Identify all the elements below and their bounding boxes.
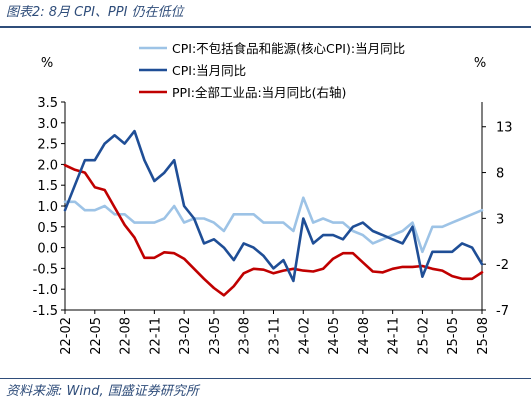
x-tick-label: 23-05 bbox=[208, 317, 223, 355]
series-line-3 bbox=[63, 163, 484, 297]
x-tick-label: 22-05 bbox=[89, 317, 104, 355]
right-tick-label: -7 bbox=[496, 304, 509, 319]
x-tick-label: 23-08 bbox=[238, 317, 253, 355]
left-tick-label: 2.5 bbox=[37, 138, 58, 153]
x-tick-label: 24-05 bbox=[327, 317, 342, 355]
x-tick-label: 22-11 bbox=[148, 317, 163, 355]
left-tick-label: -1.0 bbox=[33, 283, 58, 298]
left-tick-label: 3.0 bbox=[37, 117, 58, 132]
right-tick-label: 3 bbox=[496, 212, 504, 227]
x-tick-label: 25-05 bbox=[446, 317, 461, 355]
legend-label-3: PPI:全部工业品:当月同比(右轴) bbox=[172, 85, 346, 100]
left-tick-label: -1.5 bbox=[33, 304, 58, 319]
source-note: 资料来源: Wind, 国盛证券研究所 bbox=[6, 384, 199, 399]
left-tick-label: 1.0 bbox=[37, 200, 58, 215]
legend-label-2: CPI:当月同比 bbox=[172, 63, 246, 78]
right-tick-label: -2 bbox=[496, 258, 509, 273]
bottom-rule bbox=[0, 378, 531, 379]
x-tick-label: 25-08 bbox=[476, 317, 491, 355]
x-tick-label: 24-08 bbox=[357, 317, 372, 355]
series-line-1 bbox=[63, 196, 484, 254]
x-tick-label: 23-11 bbox=[268, 317, 283, 355]
left-tick-label: 0.5 bbox=[37, 221, 58, 236]
legend-label-1: CPI:不包括食品和能源(核心CPI):当月同比 bbox=[172, 41, 405, 56]
left-axis-unit: % bbox=[41, 56, 53, 71]
x-tick-label: 22-08 bbox=[119, 317, 134, 355]
left-tick-label: 3.5 bbox=[37, 96, 58, 111]
left-tick-label: 1.5 bbox=[37, 179, 58, 194]
x-tick-label: 22-02 bbox=[59, 317, 74, 355]
x-tick-label: 24-11 bbox=[387, 317, 402, 355]
right-tick-label: 8 bbox=[496, 167, 504, 182]
right-tick-label: 13 bbox=[496, 121, 513, 136]
figure-title: 图表2: 8月 CPI、PPI 仍在低位 bbox=[6, 5, 184, 20]
series-line-2 bbox=[63, 129, 484, 283]
left-tick-label: 2.0 bbox=[37, 158, 58, 173]
x-tick-label: 25-02 bbox=[416, 317, 431, 355]
top-rule bbox=[0, 26, 531, 28]
left-tick-label: -0.5 bbox=[33, 262, 58, 277]
left-tick-label: 0.0 bbox=[37, 242, 58, 257]
x-tick-label: 23-02 bbox=[178, 317, 193, 355]
right-axis-unit: % bbox=[474, 56, 486, 71]
x-tick-label: 24-02 bbox=[297, 317, 312, 355]
line-chart: 3.5 3.0 2.5 2.0 1.5 1.0 0.5 0.0 -0.5 -1.0 -1.5 13 8… bbox=[33, 41, 513, 355]
